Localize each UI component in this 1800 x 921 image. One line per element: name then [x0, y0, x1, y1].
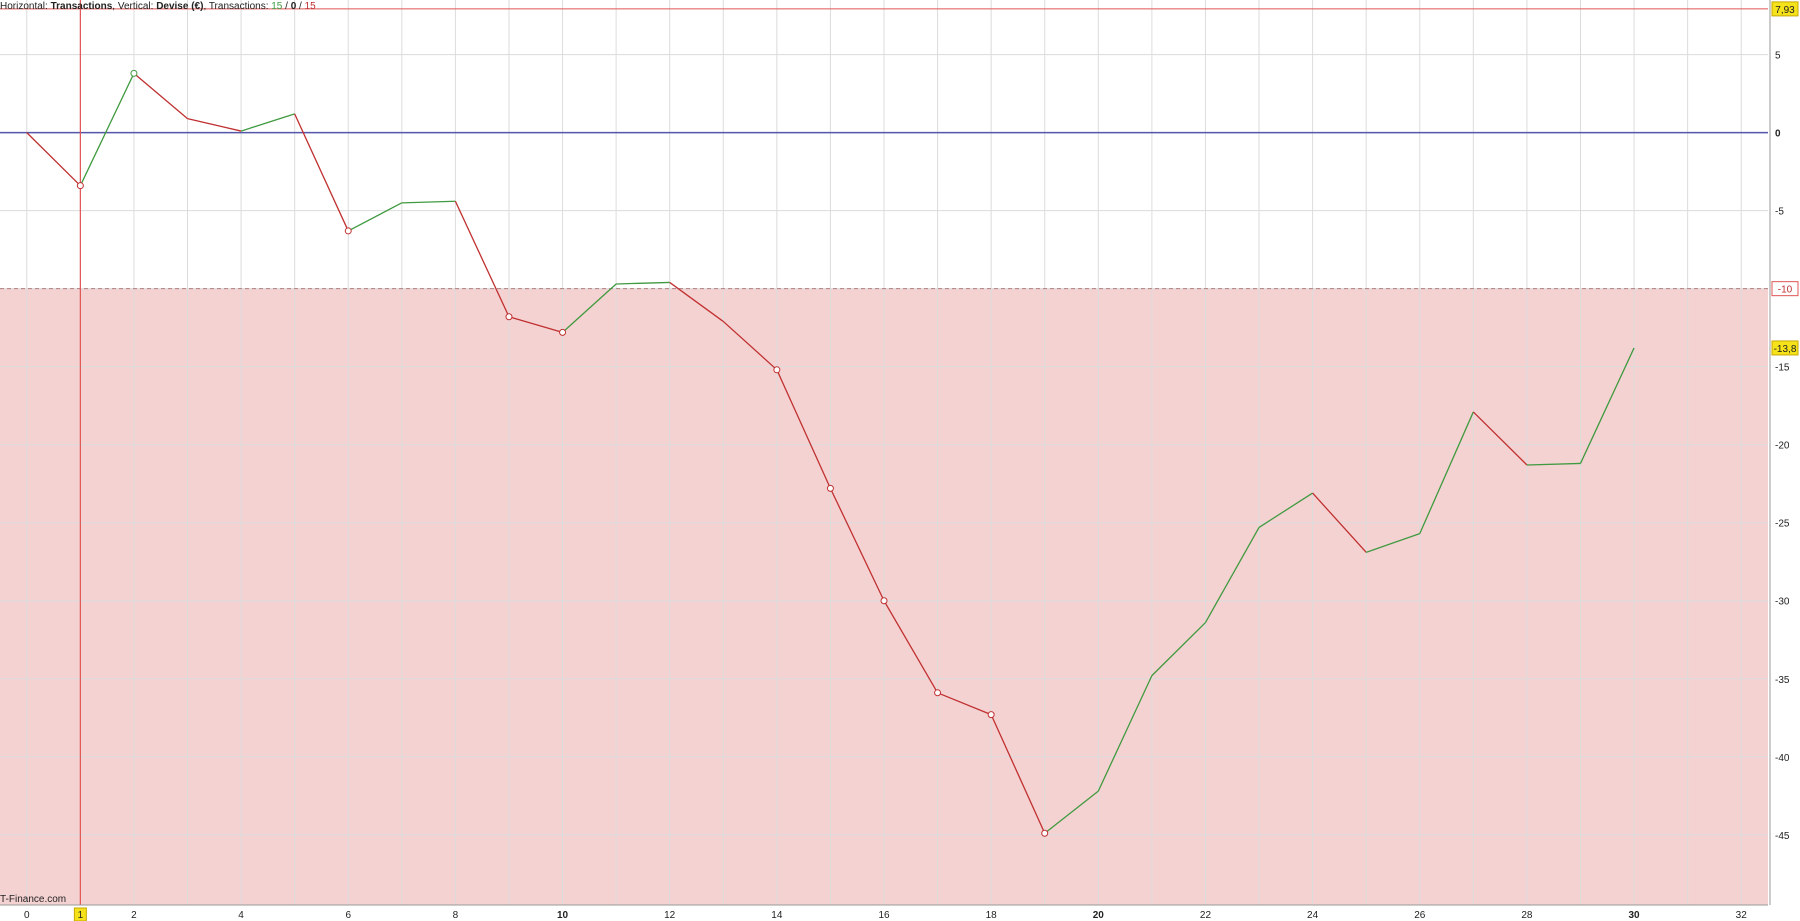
x-tick-label: 14	[771, 910, 783, 921]
equity-segment-loss	[776, 369, 832, 489]
equity-marker	[559, 328, 567, 336]
equity-segment-loss	[294, 113, 349, 232]
equity-segment-gain	[1097, 675, 1153, 792]
x-tick-label: 22	[1200, 910, 1212, 921]
chart-header: Horizontal: Transactions, Vertical: Devi…	[0, 0, 316, 13]
y-tick-label: -30	[1775, 597, 1790, 608]
equity-segment-loss	[508, 316, 563, 333]
equity-segment-loss	[883, 600, 939, 694]
last-value-label-box	[1771, 340, 1799, 356]
x-tick-label: 12	[664, 910, 676, 921]
x-tick-label: 26	[1414, 910, 1426, 921]
transactions-separator: /	[282, 1, 291, 12]
equity-segment-loss	[990, 714, 1046, 834]
equity-segment-loss	[829, 488, 885, 602]
x-tick-label: 18	[986, 910, 998, 921]
y-tick-label: -15	[1775, 363, 1790, 374]
x-tick-label: 32	[1736, 910, 1748, 921]
x-tick-label: 24	[1307, 910, 1319, 921]
drawdown-threshold-label-box	[1771, 281, 1799, 297]
last-value-label: -13,8	[1774, 344, 1797, 355]
transactions-loss-count: 15	[304, 1, 316, 12]
equity-segment-loss	[454, 201, 510, 318]
y-tick-label: -20	[1775, 441, 1790, 452]
y-tick-label: -40	[1775, 753, 1790, 764]
equity-marker	[773, 366, 781, 374]
x-tick-label: 2	[131, 910, 137, 921]
x-tick-label: 8	[453, 910, 459, 921]
equity-segment-loss	[1312, 492, 1367, 553]
equity-marker	[880, 597, 888, 605]
x-tick-label: 20	[1093, 910, 1105, 921]
horizontal-value: Transactions	[50, 1, 113, 12]
equity-segment-gain	[1044, 790, 1099, 834]
equity-segment-gain	[79, 73, 135, 186]
equity-segment-loss	[669, 281, 724, 322]
vertical-value: Devise (€)	[156, 1, 204, 12]
transactions-zero-count: 0	[290, 1, 297, 12]
equity-segment-loss	[26, 132, 81, 187]
equity-segment-loss	[1472, 411, 1528, 466]
y-tick-label: -25	[1775, 519, 1790, 530]
equity-segment-loss	[133, 72, 188, 120]
x-tick-label: 4	[238, 910, 244, 921]
equity-segment-gain	[1258, 492, 1313, 528]
equity-segment-loss	[722, 320, 778, 371]
cursor-x-label: 1	[78, 910, 84, 921]
x-tick-label: 6	[345, 910, 351, 921]
vertical-label: , Vertical:	[112, 1, 157, 12]
y-tick-label: 0	[1775, 129, 1781, 140]
equity-segment-gain	[1579, 347, 1635, 464]
equity-segment-gain	[240, 113, 295, 132]
equity-marker	[76, 182, 84, 190]
equity-segment-gain	[616, 281, 670, 285]
transactions-label: , Transactions:	[203, 1, 272, 12]
equity-marker	[987, 711, 995, 719]
y-tick-label: -45	[1775, 831, 1790, 842]
equity-segment-gain	[562, 283, 617, 333]
equity-marker	[934, 689, 942, 697]
equity-segment-gain	[1419, 411, 1474, 534]
transactions-separator: /	[296, 1, 305, 12]
transactions-win-count: 15	[271, 1, 283, 12]
equity-segment-gain	[1526, 462, 1581, 466]
equity-marker	[1041, 829, 1049, 837]
equity-segment-gain	[1204, 527, 1260, 623]
cursor-x-box	[73, 907, 87, 921]
max-value-label: 7,93	[1775, 5, 1795, 16]
x-tick-label: 28	[1521, 910, 1533, 921]
x-tick-label: 16	[878, 910, 890, 921]
equity-segment-gain	[347, 202, 403, 232]
equity-segment-loss	[937, 692, 992, 716]
drawdown-threshold-label: -10	[1778, 285, 1793, 296]
equity-segment-gain	[1151, 622, 1206, 677]
max-value-label-box	[1771, 1, 1799, 17]
equity-segment-gain	[401, 200, 456, 204]
equity-segment-gain	[1365, 533, 1420, 553]
equity-segment-loss	[187, 117, 242, 132]
y-tick-label: -5	[1775, 207, 1784, 218]
horizontal-label: Horizontal:	[0, 1, 51, 12]
equity-marker	[344, 227, 352, 235]
x-tick-label: 30	[1628, 910, 1640, 921]
brand-watermark: T-Finance.com	[0, 894, 67, 905]
equity-marker	[130, 69, 138, 77]
y-tick-label: 5	[1775, 51, 1781, 62]
equity-marker	[505, 313, 513, 321]
equity-marker	[826, 484, 834, 492]
x-tick-label: 0	[24, 910, 30, 921]
x-tick-label: 10	[557, 910, 569, 921]
y-tick-label: -35	[1775, 675, 1790, 686]
